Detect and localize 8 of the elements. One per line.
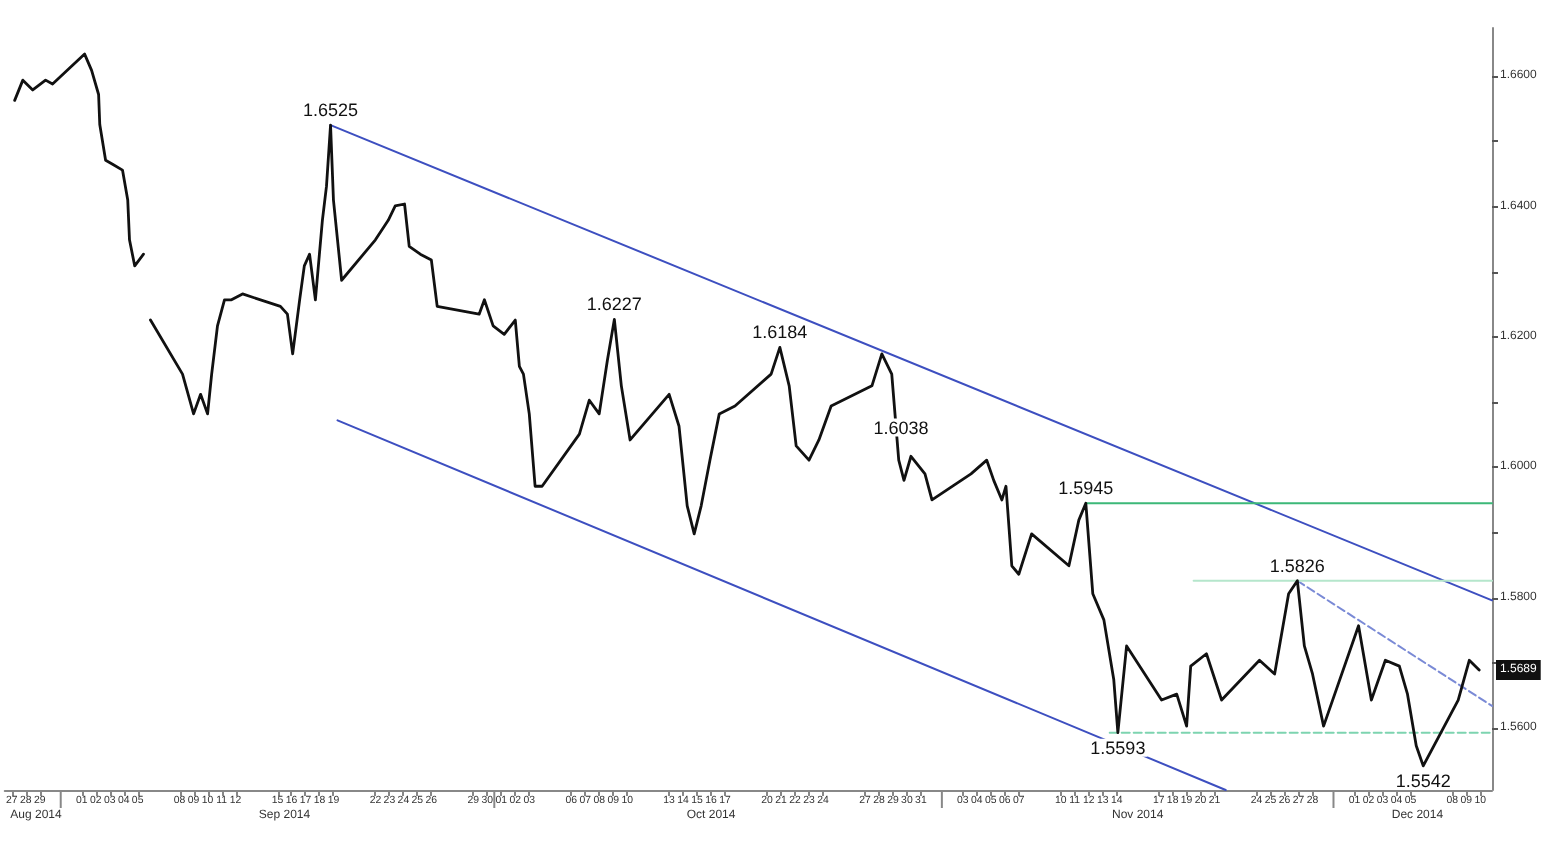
annotation: 1.5593 <box>1090 737 1146 758</box>
annotation: 1.6184 <box>752 322 808 343</box>
annotation: 1.6038 <box>873 417 929 438</box>
annotation: 1.6525 <box>303 100 359 121</box>
annotation: 1.6227 <box>586 294 642 315</box>
annotation: 1.5826 <box>1269 555 1325 576</box>
annotation: 1.5542 <box>1395 770 1451 791</box>
annotation: 1.5945 <box>1058 478 1114 499</box>
